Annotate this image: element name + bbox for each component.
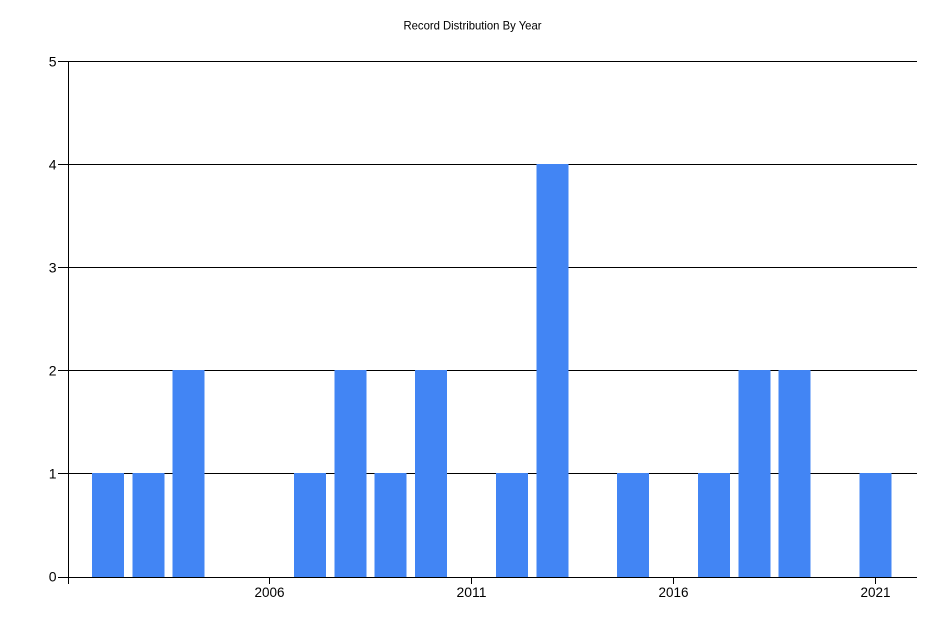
svg-text:2: 2	[49, 362, 57, 378]
svg-text:3: 3	[49, 259, 57, 275]
svg-text:2021: 2021	[861, 584, 891, 600]
svg-text:2006: 2006	[255, 584, 285, 600]
svg-text:2016: 2016	[659, 584, 689, 600]
svg-text:4: 4	[49, 156, 57, 172]
svg-text:0: 0	[49, 568, 57, 584]
svg-text:5: 5	[49, 53, 57, 69]
svg-text:1: 1	[49, 465, 57, 481]
svg-text:Record Distribution By Year: Record Distribution By Year	[404, 19, 542, 33]
svg-text:2011: 2011	[457, 584, 487, 600]
